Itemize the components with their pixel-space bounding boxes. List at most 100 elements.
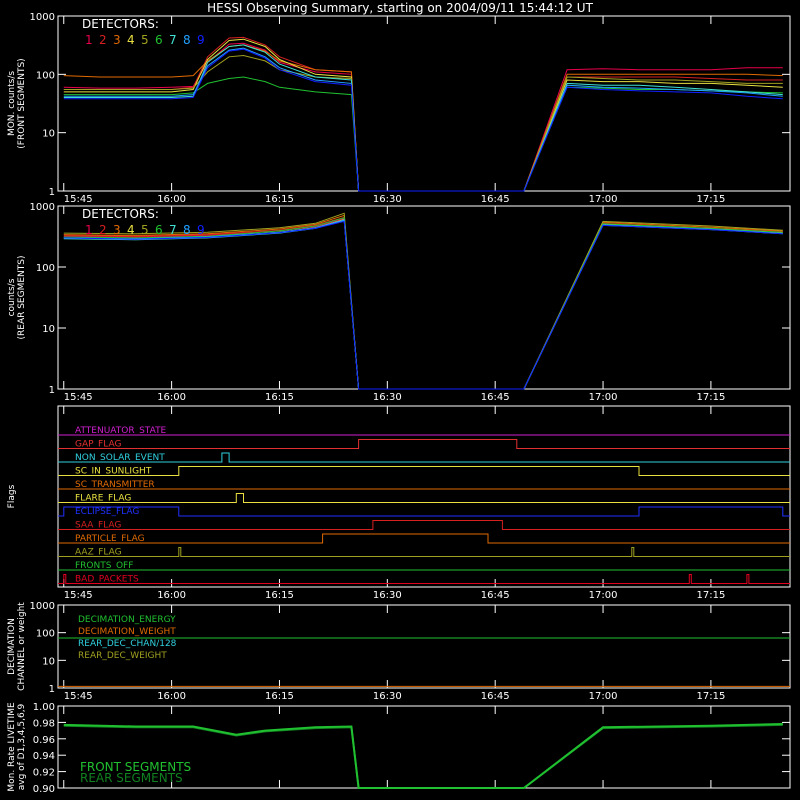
- front-legend-item: 2: [99, 33, 107, 47]
- front-xtick-label: 16:15: [265, 194, 294, 205]
- livetime-ytick-label: 1.00: [33, 702, 55, 713]
- flag-label: SAA_FLAG: [75, 521, 121, 531]
- decimation-legend-item: REAR_DEC_CHAN/128: [78, 639, 177, 649]
- flags-xtick-label: 15:45: [64, 590, 93, 601]
- livetime-series-line: [63, 723, 783, 789]
- front-ytick-label: 1000: [30, 12, 55, 23]
- decimation-ytick-label: 100: [36, 629, 55, 640]
- front-xtick-label: 17:15: [696, 194, 725, 205]
- rear-legend-item: 9: [197, 223, 205, 237]
- rear-ytick-label: 10: [42, 324, 55, 335]
- rear-series-line: [63, 217, 783, 390]
- front-legend-item: 3: [113, 33, 121, 47]
- front-series-line: [63, 47, 783, 192]
- flag-label: SC_TRANSMITTER: [75, 480, 155, 490]
- livetime-ylabel: avg of D1,3,4,5,6,9: [17, 703, 27, 790]
- flag-label: BAD_PACKETS: [75, 575, 139, 585]
- rear-legend-item: 5: [141, 223, 149, 237]
- front-series-line: [63, 42, 783, 192]
- livetime-legend-item: FRONT SEGMENTS: [80, 760, 191, 774]
- flag-line: [58, 466, 790, 476]
- rear-legend-item: 7: [169, 223, 177, 237]
- decimation-xtick-label: 17:15: [696, 691, 725, 702]
- rear-legend-item: 2: [99, 223, 107, 237]
- decimation-ylabel: DECIMATION: [7, 618, 17, 675]
- decimation-legend-item: DECIMATION_WEIGHT: [78, 627, 176, 637]
- front-legend-title: DETECTORS:: [82, 17, 159, 31]
- livetime-ytick-label: 0.98: [33, 718, 55, 729]
- front-series-line: [63, 44, 783, 192]
- flags-xtick-label: 16:15: [265, 590, 294, 601]
- rear-xtick-label: 16:45: [481, 392, 510, 403]
- decimation-xtick-label: 16:00: [157, 691, 186, 702]
- flag-line: [58, 439, 790, 449]
- flag-line: [58, 574, 790, 584]
- flag-label: AAZ_FLAG: [75, 548, 122, 558]
- rear-xtick-label: 16:00: [157, 392, 186, 403]
- flag-label: GAP_FLAG: [75, 440, 121, 450]
- rear-legend-item: 8: [183, 223, 191, 237]
- front-ylabel: (FRONT SEGMENTS): [17, 58, 27, 148]
- front-series-line: [63, 44, 783, 192]
- front-xtick-label: 17:00: [589, 194, 618, 205]
- decimation-ylabel: CHANNEL or weight: [17, 602, 27, 691]
- livetime-ytick-label: 0.90: [33, 784, 55, 795]
- rear-panel: 15:45 16:00 16:15 16:30 16:45 17:00 17:15 count…: [7, 202, 791, 403]
- flag-label: NON_SOLAR_EVENT: [75, 453, 165, 463]
- rear-ylabel: (REAR SEGMENTS): [17, 255, 27, 339]
- flags-frame: [57, 405, 791, 588]
- front-series-line: [63, 38, 783, 192]
- decimation-frame: [57, 604, 791, 689]
- decimation-xtick-label: 15:45: [64, 691, 93, 702]
- rear-xtick-label: 17:00: [589, 392, 618, 403]
- front-legend-item: 9: [197, 33, 205, 47]
- rear-series-line: [63, 212, 783, 390]
- flags-xtick-label: 17:00: [589, 590, 618, 601]
- flag-line: [58, 506, 790, 517]
- flag-label: FLARE_FLAG: [75, 494, 131, 504]
- front-legend-item: 6: [155, 33, 163, 47]
- rear-xtick-label: 16:15: [265, 392, 294, 403]
- flag-line: [58, 452, 790, 463]
- flag-line: [58, 547, 790, 557]
- panels: 15:45 16:00 16:15 16:30 16:45 17:00 17:15 MON. …: [7, 12, 791, 795]
- flag-label: PARTICLE_FLAG: [75, 534, 145, 544]
- rear-ytick-label: 1: [49, 385, 55, 396]
- flag-label: SC_IN_SUNLIGHT: [75, 467, 152, 477]
- flags-xtick-label: 16:30: [373, 590, 402, 601]
- front-ytick-label: 100: [36, 70, 55, 81]
- rear-ytick-label: 1000: [30, 202, 55, 213]
- livetime-ytick-label: 0.94: [33, 751, 55, 762]
- front-ytick-label: 1: [49, 187, 55, 198]
- front-legend-item: 4: [127, 33, 135, 47]
- front-ylabel: MON. counts/s: [7, 71, 17, 136]
- rear-legend-item: 3: [113, 223, 121, 237]
- flag-line: [58, 520, 790, 530]
- front-xtick-label: 16:30: [373, 194, 402, 205]
- decimation-ytick-label: 1000: [30, 601, 55, 612]
- rear-xtick-label: 16:30: [373, 392, 402, 403]
- rear-legend-item: 4: [127, 223, 135, 237]
- decimation-ytick-label: 1: [49, 684, 55, 695]
- flag-label: ATTENUATOR_STATE: [75, 426, 167, 436]
- decimation-xtick-label: 16:30: [373, 691, 402, 702]
- front-xtick-label: 16:00: [157, 194, 186, 205]
- figure-title: HESSI Observing Summary, starting on 200…: [207, 1, 593, 15]
- rear-series-line: [63, 220, 783, 390]
- front-legend-item: 8: [183, 33, 191, 47]
- front-xtick-label: 16:45: [481, 194, 510, 205]
- flags-xtick-label: 16:45: [481, 590, 510, 601]
- front-ytick-label: 10: [42, 129, 55, 140]
- rear-ylabel: counts/s: [7, 278, 17, 316]
- rear-ytick-label: 100: [36, 263, 55, 274]
- flags-ylabel: Flags: [7, 484, 17, 508]
- livetime-panel: Mon. Rate LIVETIME avg of D1,3,4,5,6,9 0.9…: [7, 702, 791, 795]
- decimation-xtick-label: 16:15: [265, 691, 294, 702]
- front-legend-item: 1: [85, 33, 93, 47]
- front-legend-item: 7: [169, 33, 177, 47]
- livetime-legend-item: REAR SEGMENTS: [80, 771, 183, 785]
- front-xtick-label: 15:45: [64, 194, 93, 205]
- livetime-ytick-label: 0.92: [33, 768, 55, 779]
